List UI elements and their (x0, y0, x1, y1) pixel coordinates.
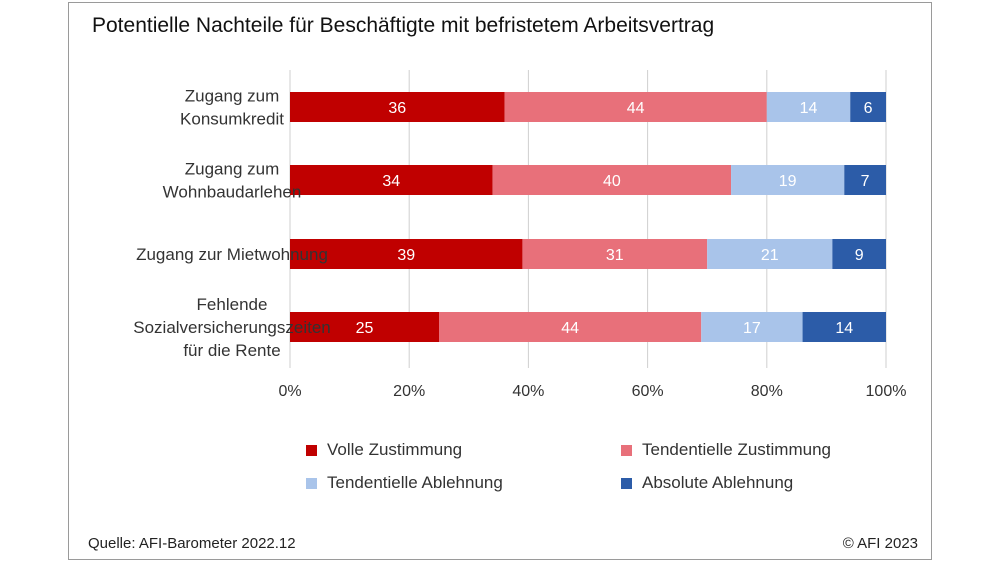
legend-label: Tendentielle Ablehnung (327, 473, 503, 492)
legend-item: Volle Zustimmung (306, 440, 462, 460)
bar-segment (701, 312, 803, 342)
legend-swatch (306, 444, 317, 456)
category-label: Sozialversicherungszeiten (133, 318, 331, 337)
bar-segment (731, 165, 845, 195)
x-tick-label: 0% (278, 383, 301, 400)
bar-segment (802, 312, 886, 342)
copyright-note: © AFI 2023 (842, 535, 918, 552)
data-label: 9 (855, 247, 864, 264)
bar-segment (844, 165, 886, 195)
data-label: 19 (779, 173, 797, 190)
bar-segment (850, 92, 886, 122)
x-tick-label: 20% (393, 383, 425, 400)
category-label: Zugang zum (185, 160, 280, 179)
data-label: 44 (627, 100, 645, 117)
x-tick-label: 100% (866, 383, 907, 400)
data-label: 14 (800, 100, 818, 117)
bar-segment (707, 239, 833, 269)
category-label: Wohnbaudarlehen (163, 183, 302, 202)
source-note: Quelle: AFI-Barometer 2022.12 (88, 535, 296, 552)
data-label: 17 (743, 320, 761, 337)
category-label: Zugang zum (185, 87, 280, 106)
category-label: Fehlende (197, 295, 268, 314)
legend-item: Tendentielle Zustimmung (621, 440, 831, 460)
data-label: 14 (835, 320, 853, 337)
chart-title: Potentielle Nachteile für Beschäftigte m… (92, 14, 715, 37)
data-label: 44 (561, 320, 579, 337)
legend-swatch (621, 444, 632, 456)
legend-swatch (306, 477, 317, 489)
category-label: Konsumkredit (180, 110, 284, 129)
legend-label: Volle Zustimmung (327, 440, 463, 459)
x-tick-label: 60% (632, 383, 664, 400)
data-label: 7 (861, 173, 870, 190)
bar-segment (766, 92, 851, 122)
legend-swatch (621, 477, 632, 489)
data-label: 6 (864, 100, 873, 117)
legend-label: Absolute Ablehnung (642, 473, 794, 492)
bar-segment (522, 239, 708, 269)
data-label: 36 (388, 100, 406, 117)
data-label: 31 (606, 247, 624, 264)
bar-segment (290, 239, 523, 269)
bar-segment (832, 239, 886, 269)
legend-label: Tendentielle Zustimmung (642, 440, 831, 459)
bar-segment (439, 312, 702, 342)
bar-segment (290, 92, 505, 122)
category-label: für die Rente (183, 341, 280, 360)
bar-segment (504, 92, 767, 122)
data-label: 25 (356, 320, 374, 337)
legend-item: Tendentielle Ablehnung (306, 473, 503, 493)
data-label: 40 (603, 173, 621, 190)
data-label: 39 (397, 247, 415, 264)
x-tick-label: 40% (512, 383, 544, 400)
bar-segment (290, 165, 493, 195)
bar-segment (492, 165, 732, 195)
legend-item: Absolute Ablehnung (621, 473, 793, 493)
data-label: 21 (761, 247, 779, 264)
category-label: Zugang zur Mietwohnung (136, 245, 328, 264)
bar-segment (290, 312, 439, 342)
data-label: 34 (382, 173, 400, 190)
x-tick-label: 80% (751, 383, 783, 400)
